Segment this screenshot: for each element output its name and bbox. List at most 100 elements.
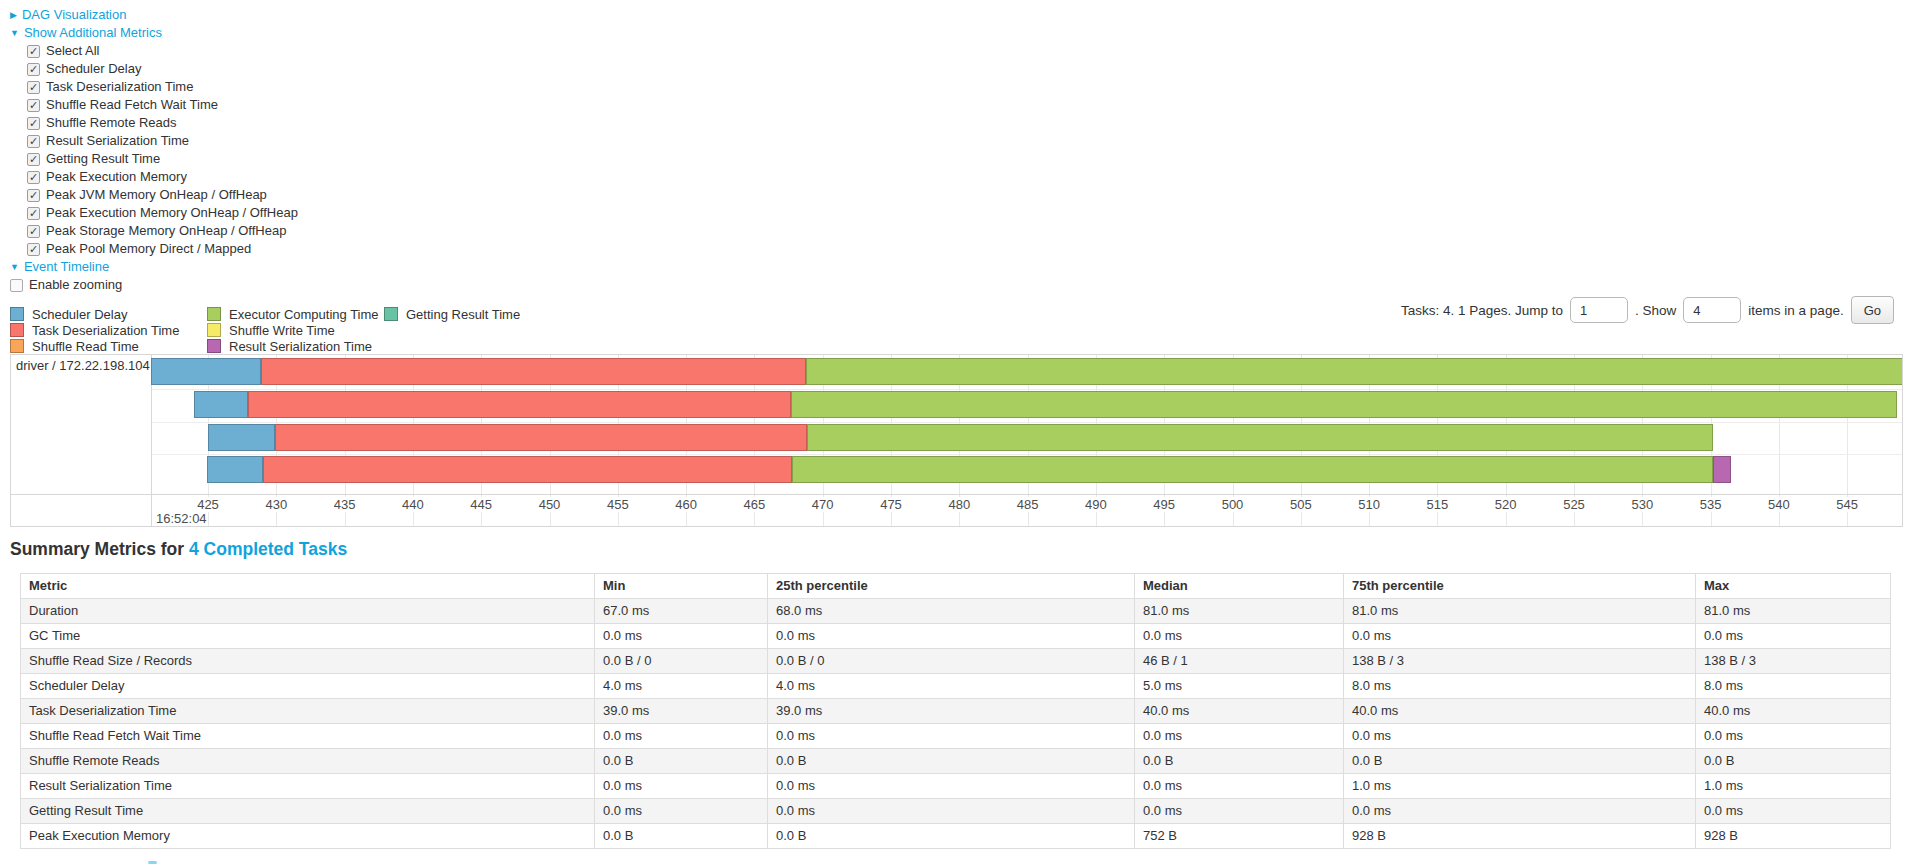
table-row: Peak Execution Memory0.0 B0.0 B752 B928 … — [21, 824, 1891, 849]
task-bar-task-deserialization[interactable] — [261, 358, 806, 385]
task-bar-scheduler-delay[interactable] — [194, 391, 248, 418]
metric-checkbox-row: ✓Scheduler Delay — [10, 60, 298, 78]
metric-value-cell: 40.0 ms — [1135, 699, 1344, 724]
task-bar-executor-computing[interactable] — [791, 391, 1897, 418]
completed-tasks-link[interactable]: 4 Completed Tasks — [189, 539, 347, 559]
timeline-legend: Scheduler DelayExecutor Computing TimeGe… — [10, 306, 520, 354]
metric-checkbox-label: Peak Execution Memory OnHeap / OffHeap — [46, 204, 298, 222]
x-axis-tick-label: 465 — [742, 497, 768, 512]
task-bar-result-serialization[interactable] — [1713, 456, 1731, 483]
jump-to-page-input[interactable] — [1570, 297, 1628, 323]
metric-checkbox[interactable]: ✓ — [27, 45, 40, 58]
legend-label: Getting Result Time — [406, 307, 520, 322]
pagination-suffix-label: items in a page. — [1748, 303, 1843, 318]
table-row: Result Serialization Time0.0 ms0.0 ms0.0… — [21, 774, 1891, 799]
dag-visualization-toggle[interactable]: ▶DAG Visualization — [10, 6, 298, 24]
legend-label: Shuffle Read Time — [32, 339, 139, 354]
enable-zooming-checkbox[interactable] — [10, 279, 23, 292]
metric-checkbox[interactable]: ✓ — [27, 117, 40, 130]
table-row: Getting Result Time0.0 ms0.0 ms0.0 ms0.0… — [21, 799, 1891, 824]
metric-value-cell: 4.0 ms — [768, 674, 1135, 699]
table-header-cell: Metric — [21, 574, 595, 599]
metric-checkbox[interactable]: ✓ — [27, 225, 40, 238]
summary-metrics-title: Summary Metrics for 4 Completed Tasks — [10, 539, 347, 560]
legend-label: Shuffle Write Time — [229, 323, 335, 338]
metric-checkbox-row: ✓ Shuffle Read Fetch Wait Time — [10, 96, 298, 114]
metric-checkbox[interactable]: ✓ — [27, 63, 40, 76]
dag-visualization-label: DAG Visualization — [22, 7, 127, 22]
metric-checkbox[interactable]: ✓ — [27, 207, 40, 220]
metric-checkbox-row: ✓Result Serialization Time — [10, 132, 298, 150]
show-additional-metrics-toggle[interactable]: ▼Show Additional Metrics — [10, 24, 298, 42]
metric-checkbox-label: Shuffle Read Fetch Wait Time — [46, 96, 218, 114]
legend-item: Task Deserialization Time — [10, 322, 207, 338]
task-bar-scheduler-delay[interactable] — [208, 424, 275, 451]
x-axis-tick-label: 455 — [605, 497, 631, 512]
table-row: Scheduler Delay4.0 ms4.0 ms5.0 ms8.0 ms8… — [21, 674, 1891, 699]
metric-checkbox-row: ✓Select All — [10, 42, 298, 60]
metric-value-cell: 4.0 ms — [595, 674, 768, 699]
metric-checkbox[interactable]: ✓ — [27, 135, 40, 148]
go-button[interactable]: Go — [1851, 296, 1894, 324]
metric-value-cell: 0.0 B — [768, 749, 1135, 774]
metric-value-cell: 138 B / 3 — [1344, 649, 1696, 674]
x-axis-tick-label: 520 — [1493, 497, 1519, 512]
metric-value-cell: 0.0 ms — [595, 774, 768, 799]
executor-group-label: driver / 172.22.198.104 — [16, 358, 150, 373]
table-header-cell: Median — [1135, 574, 1344, 599]
items-per-page-input[interactable] — [1683, 297, 1741, 323]
metric-value-cell: 68.0 ms — [768, 599, 1135, 624]
metric-value-cell: 8.0 ms — [1696, 674, 1891, 699]
metric-value-cell: 0.0 ms — [768, 799, 1135, 824]
legend-item: Getting Result Time — [384, 306, 520, 322]
metric-value-cell: 81.0 ms — [1135, 599, 1344, 624]
show-additional-metrics-label: Show Additional Metrics — [24, 25, 162, 40]
task-bar-executor-computing[interactable] — [792, 456, 1713, 483]
metric-checkbox-label: Peak Storage Memory OnHeap / OffHeap — [46, 222, 286, 240]
x-axis-major-time-label: 16:52:04 — [156, 511, 207, 526]
metric-checkbox-row: ✓Peak JVM Memory OnHeap / OffHeap — [10, 186, 298, 204]
x-axis-tick-label: 430 — [263, 497, 289, 512]
metric-checkbox[interactable]: ✓ — [27, 189, 40, 202]
event-timeline-label: Event Timeline — [24, 259, 109, 274]
task-bar-executor-computing[interactable] — [806, 358, 1903, 385]
event-timeline-toggle[interactable]: ▼Event Timeline — [10, 258, 298, 276]
table-header-cell: Min — [595, 574, 768, 599]
metric-checkbox[interactable]: ✓ — [27, 153, 40, 166]
metric-value-cell: 8.0 ms — [1344, 674, 1696, 699]
metric-checkbox[interactable]: ✓ — [27, 81, 40, 94]
task-bar-task-deserialization[interactable] — [275, 424, 807, 451]
x-axis-tick-label: 460 — [673, 497, 699, 512]
metric-value-cell: 0.0 ms — [595, 799, 768, 824]
metric-checkbox[interactable]: ✓ — [27, 99, 40, 112]
task-bar-scheduler-delay[interactable] — [207, 456, 263, 483]
task-bar-task-deserialization[interactable] — [248, 391, 791, 418]
table-header-row: MetricMin25th percentileMedian75th perce… — [21, 574, 1891, 599]
x-axis-tick-label: 515 — [1425, 497, 1451, 512]
metric-value-cell: 0.0 ms — [768, 774, 1135, 799]
metric-value-cell: 81.0 ms — [1696, 599, 1891, 624]
event-timeline-chart[interactable]: driver / 172.22.198.104 4254304354404454… — [10, 354, 1903, 527]
metric-name-cell: Duration — [21, 599, 595, 624]
metric-value-cell: 5.0 ms — [1135, 674, 1344, 699]
legend-item: Shuffle Write Time — [207, 322, 384, 338]
metric-name-cell: Shuffle Remote Reads — [21, 749, 595, 774]
task-bar-executor-computing[interactable] — [807, 424, 1713, 451]
metric-checkbox-label: Peak Execution Memory — [46, 168, 187, 186]
metric-value-cell: 0.0 ms — [1344, 799, 1696, 824]
x-axis-tick-label: 500 — [1220, 497, 1246, 512]
metric-checkbox[interactable]: ✓ — [27, 171, 40, 184]
task-pagination: Tasks: 4. 1 Pages. Jump to . Show items … — [1401, 294, 1894, 326]
task-bar-scheduler-delay[interactable] — [151, 358, 261, 385]
metric-value-cell: 40.0 ms — [1344, 699, 1696, 724]
x-axis-tick-label: 535 — [1698, 497, 1724, 512]
task-bar-task-deserialization[interactable] — [263, 456, 792, 483]
x-axis-tick-label: 480 — [946, 497, 972, 512]
metric-value-cell: 928 B — [1344, 824, 1696, 849]
metric-value-cell: 0.0 B — [1135, 749, 1344, 774]
x-axis-tick-label: 490 — [1083, 497, 1109, 512]
metric-checkbox[interactable]: ✓ — [27, 243, 40, 256]
metric-value-cell: 67.0 ms — [595, 599, 768, 624]
table-header-cell: 75th percentile — [1344, 574, 1696, 599]
summary-title-prefix: Summary Metrics for — [10, 539, 189, 559]
